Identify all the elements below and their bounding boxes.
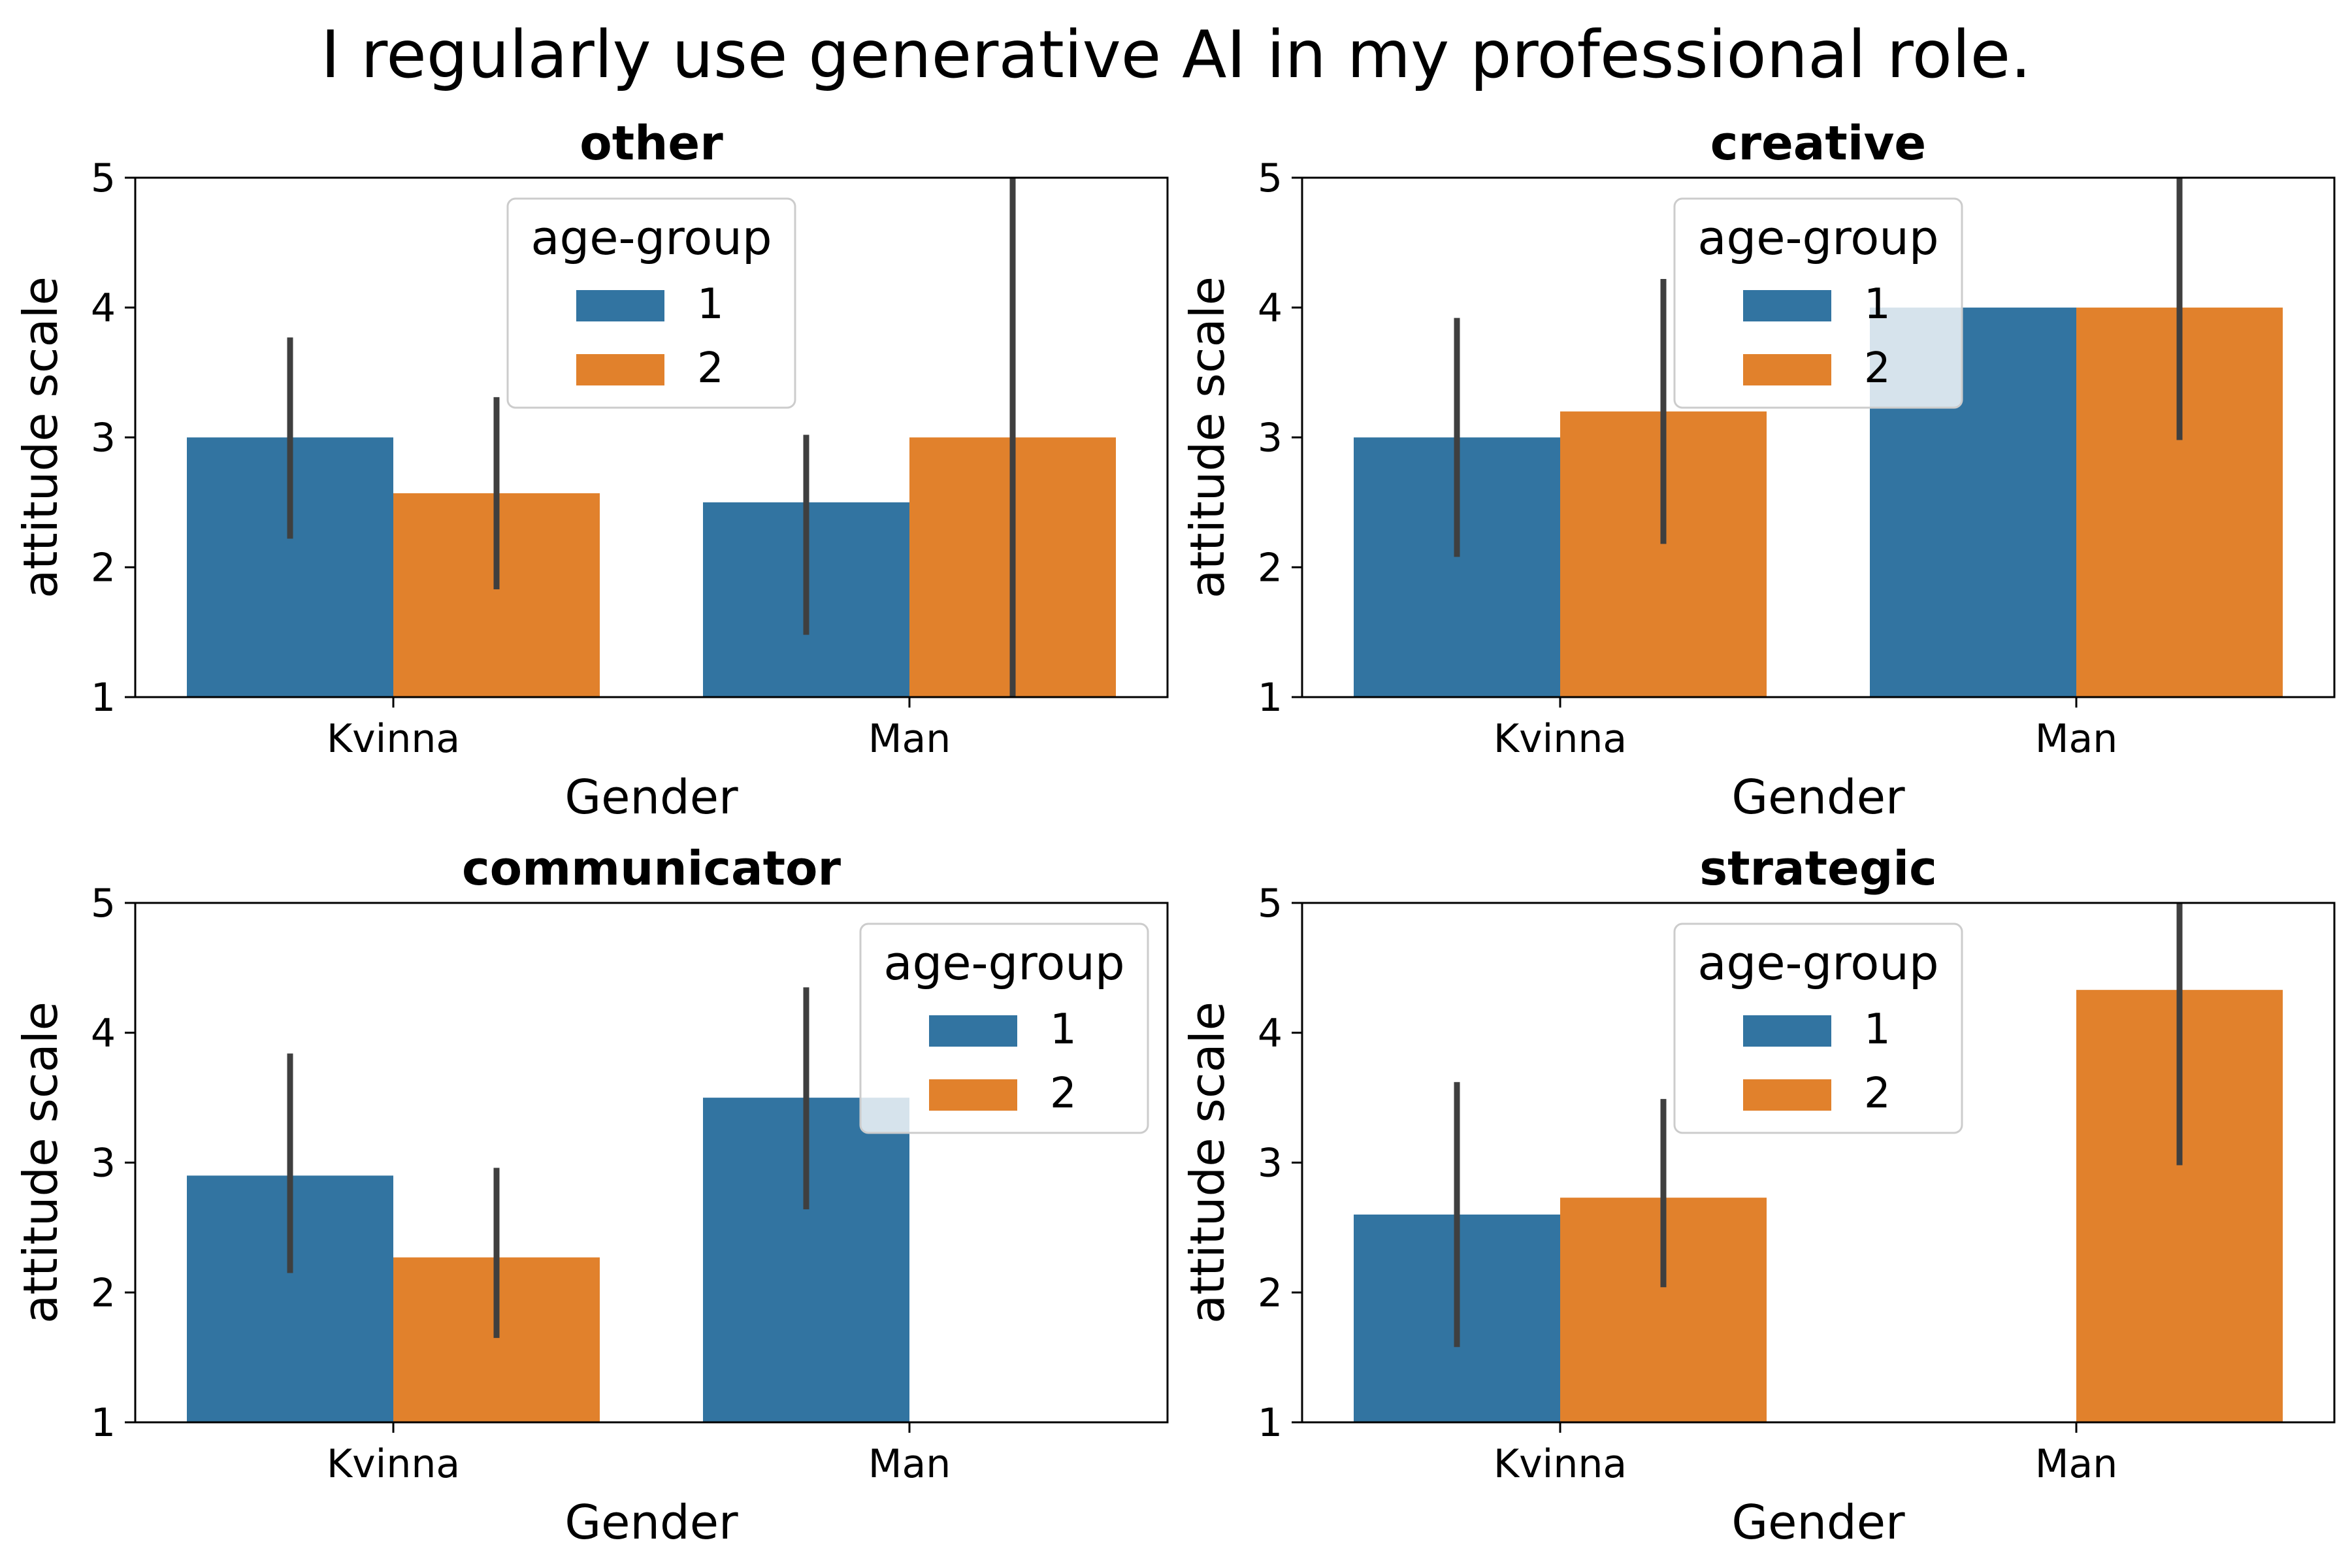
legend-label-2: 2 [697, 344, 724, 393]
x-tick-label-man: Man [2035, 1441, 2118, 1487]
legend-swatch-2 [576, 354, 664, 385]
y-tick-label: 4 [1258, 1011, 1282, 1056]
x-tick-label-kvinna: Kvinna [327, 716, 460, 762]
chart-panel-other: age-group 1 2 1 2 3 4 5 Kvinna Man other Gender atti… [13, 116, 1169, 825]
legend-swatch-1 [576, 290, 664, 321]
y-tick-label: 5 [91, 881, 116, 926]
legend-title: age-group [883, 936, 1124, 990]
legend-label-1: 1 [1864, 280, 1891, 329]
y-tick-label: 1 [1258, 675, 1282, 721]
y-tick-label: 3 [1258, 1141, 1282, 1186]
legend: age-group 1 2 [1673, 923, 1963, 1134]
legend-title: age-group [1697, 210, 1938, 265]
x-tick-label-man: Man [2035, 716, 2118, 762]
y-axis-label: attitude scale [1180, 1002, 1235, 1324]
figure-title: I regularly use generative AI in my prof… [321, 16, 2031, 93]
y-tick-label: 5 [1258, 881, 1282, 926]
y-tick-label: 3 [1258, 416, 1282, 461]
chart-panel-communicator: age-group 1 2 1 2 3 4 5 Kvinna Man communicator Gen… [13, 841, 1169, 1550]
x-tick-label-kvinna: Kvinna [1494, 1441, 1627, 1487]
y-axis-label: attitude scale [1180, 276, 1235, 598]
y-tick-label: 4 [91, 1011, 116, 1056]
y-tick-label: 2 [91, 545, 116, 591]
y-tick-label: 2 [1258, 545, 1282, 591]
legend-label-2: 2 [1864, 1070, 1891, 1118]
legend: age-group 1 2 [1673, 197, 1963, 409]
y-tick-label: 4 [91, 286, 116, 331]
x-axis-label: Gender [1731, 770, 1905, 825]
y-tick-label: 3 [91, 1141, 116, 1186]
legend-swatch-1 [1743, 1015, 1831, 1047]
panel-title: strategic [1699, 841, 1937, 896]
legend-label-2: 2 [1050, 1070, 1077, 1118]
y-tick-label: 2 [1258, 1270, 1282, 1316]
panel-title: other [580, 116, 723, 171]
legend-title: age-group [1697, 936, 1938, 990]
y-axis-label: attitude scale [13, 1002, 68, 1324]
x-axis-label: Gender [1731, 1495, 1905, 1550]
x-tick-label-kvinna: Kvinna [327, 1441, 460, 1487]
y-tick-label: 3 [91, 416, 116, 461]
y-tick-label: 5 [91, 155, 116, 201]
legend-swatch-1 [929, 1015, 1017, 1047]
y-tick-label: 5 [1258, 155, 1282, 201]
x-axis-label: Gender [564, 770, 738, 825]
legend-swatch-2 [929, 1079, 1017, 1111]
x-tick-label-kvinna: Kvinna [1494, 716, 1627, 762]
legend-swatch-2 [1743, 1079, 1831, 1111]
y-tick-label: 1 [1258, 1400, 1282, 1446]
y-axis-label: attitude scale [13, 276, 68, 598]
legend-label-1: 1 [697, 280, 724, 329]
x-axis-label: Gender [564, 1495, 738, 1550]
y-tick-label: 4 [1258, 286, 1282, 331]
panel-title: communicator [462, 841, 841, 896]
chart-panels: age-group 1 2 1 2 3 4 5 Kvinna Man other Gender atti… [13, 116, 2336, 1550]
x-tick-label-man: Man [868, 1441, 951, 1487]
x-tick-label-man: Man [868, 716, 951, 762]
y-tick-label: 1 [91, 1400, 116, 1446]
legend-swatch-2 [1743, 354, 1831, 385]
chart-panel-strategic: age-group 1 2 1 2 3 4 5 Kvinna Man strategic Gender… [1180, 841, 2336, 1550]
y-tick-label: 1 [91, 675, 116, 721]
y-tick-label: 2 [91, 1270, 116, 1316]
legend-label-2: 2 [1864, 344, 1891, 393]
legend-title: age-group [531, 210, 772, 265]
legend: age-group 1 2 [506, 197, 796, 409]
chart-panel-creative: age-group 1 2 1 2 3 4 5 Kvinna Man creative Gender a… [1180, 116, 2336, 825]
legend-label-1: 1 [1864, 1005, 1891, 1054]
panel-title: creative [1710, 116, 1926, 171]
legend-label-1: 1 [1050, 1005, 1077, 1054]
legend: age-group 1 2 [859, 923, 1149, 1134]
legend-swatch-1 [1743, 290, 1831, 321]
